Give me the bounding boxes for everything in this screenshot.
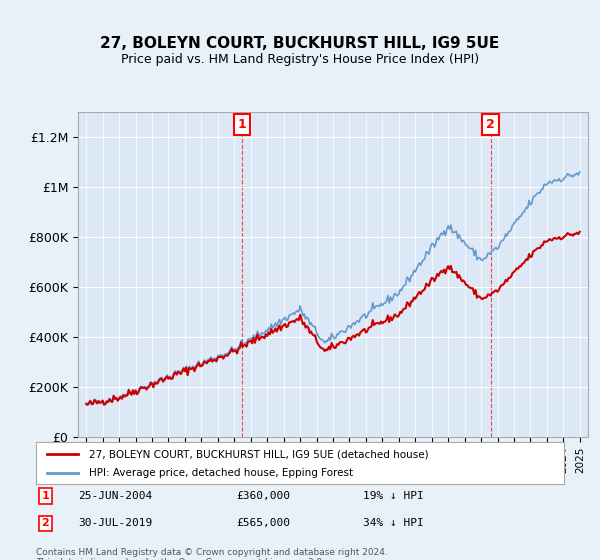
Text: 1: 1 xyxy=(41,491,49,501)
Text: Contains HM Land Registry data © Crown copyright and database right 2024.
This d: Contains HM Land Registry data © Crown c… xyxy=(36,548,388,560)
Text: 34% ↓ HPI: 34% ↓ HPI xyxy=(364,519,424,529)
Text: Price paid vs. HM Land Registry's House Price Index (HPI): Price paid vs. HM Land Registry's House … xyxy=(121,53,479,66)
Text: 2: 2 xyxy=(486,118,495,131)
Text: 2: 2 xyxy=(41,519,49,529)
Text: 27, BOLEYN COURT, BUCKHURST HILL, IG9 5UE (detached house): 27, BOLEYN COURT, BUCKHURST HILL, IG9 5U… xyxy=(89,449,428,459)
Text: £360,000: £360,000 xyxy=(236,491,290,501)
Text: 25-JUN-2004: 25-JUN-2004 xyxy=(78,491,152,501)
Text: 30-JUL-2019: 30-JUL-2019 xyxy=(78,519,152,529)
Text: 27, BOLEYN COURT, BUCKHURST HILL, IG9 5UE: 27, BOLEYN COURT, BUCKHURST HILL, IG9 5U… xyxy=(100,36,500,52)
Text: HPI: Average price, detached house, Epping Forest: HPI: Average price, detached house, Eppi… xyxy=(89,468,353,478)
Text: 1: 1 xyxy=(238,118,247,131)
Text: 19% ↓ HPI: 19% ↓ HPI xyxy=(364,491,424,501)
Text: £565,000: £565,000 xyxy=(236,519,290,529)
